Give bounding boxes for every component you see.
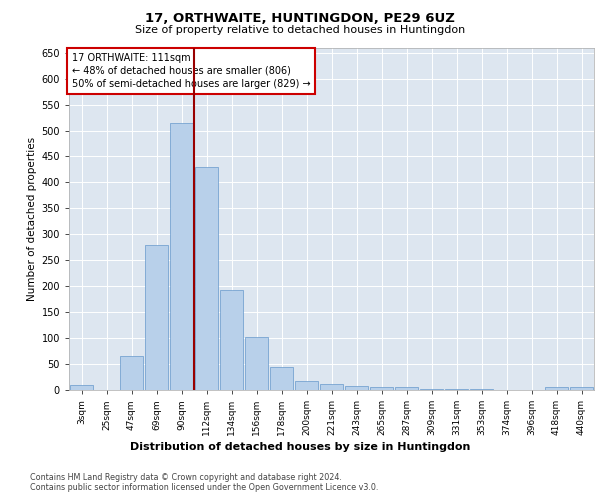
Text: 17, ORTHWAITE, HUNTINGDON, PE29 6UZ: 17, ORTHWAITE, HUNTINGDON, PE29 6UZ — [145, 12, 455, 26]
Bar — [145, 244, 168, 390]
Text: 17 ORTHWAITE: 111sqm
← 48% of detached houses are smaller (806)
50% of semi-deta: 17 ORTHWAITE: 111sqm ← 48% of detached h… — [71, 52, 310, 89]
Y-axis label: Number of detached properties: Number of detached properties — [27, 136, 37, 301]
Bar — [120, 356, 143, 390]
Bar — [420, 389, 443, 390]
Bar — [170, 122, 193, 390]
Bar — [70, 385, 93, 390]
Text: Contains public sector information licensed under the Open Government Licence v3: Contains public sector information licen… — [30, 484, 379, 492]
Bar — [370, 388, 393, 390]
Text: Size of property relative to detached houses in Huntingdon: Size of property relative to detached ho… — [135, 25, 465, 35]
Bar — [270, 366, 293, 390]
Bar — [545, 388, 568, 390]
Bar — [220, 290, 243, 390]
Bar — [295, 381, 318, 390]
Bar — [320, 384, 343, 390]
Bar — [395, 388, 418, 390]
Bar — [345, 386, 368, 390]
Bar — [245, 336, 268, 390]
Text: Distribution of detached houses by size in Huntingdon: Distribution of detached houses by size … — [130, 442, 470, 452]
Bar — [570, 388, 593, 390]
Text: Contains HM Land Registry data © Crown copyright and database right 2024.: Contains HM Land Registry data © Crown c… — [30, 472, 342, 482]
Bar — [195, 167, 218, 390]
